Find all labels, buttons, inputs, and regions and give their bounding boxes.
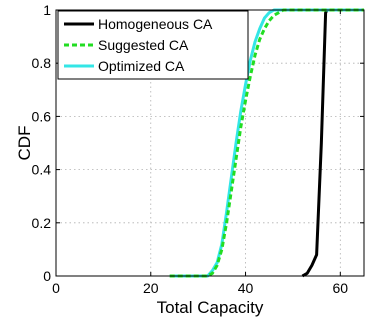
series-line-0: [301, 8, 364, 278]
x-tick-label: 60: [333, 280, 349, 296]
y-tick-label: 0.4: [32, 162, 52, 178]
series-line-1: [169, 8, 364, 278]
y-tick-label: 0.8: [32, 55, 52, 71]
y-tick-label: 0: [43, 268, 51, 284]
x-tick-label: 0: [52, 280, 60, 296]
legend-label: Suggested CA: [98, 37, 189, 53]
y-tick-label: 0.2: [32, 215, 52, 231]
legend-label: Optimized CA: [98, 58, 185, 74]
legend: Homogeneous CA Suggested CA Optimized CA: [57, 10, 249, 80]
x-axis-label: Total Capacity: [157, 298, 264, 317]
y-axis-label: CDF: [15, 126, 34, 161]
y-tick-label: 0.6: [32, 108, 52, 124]
legend-label: Homogeneous CA: [98, 16, 213, 32]
x-tick-label: 40: [238, 280, 254, 296]
ticks: 0 20 40 60 0 0.2 0.4 0.6 0.8 1: [32, 2, 364, 296]
x-tick-label: 20: [143, 280, 159, 296]
plot-frame: [55, 9, 365, 277]
y-tick-label: 1: [43, 2, 51, 18]
